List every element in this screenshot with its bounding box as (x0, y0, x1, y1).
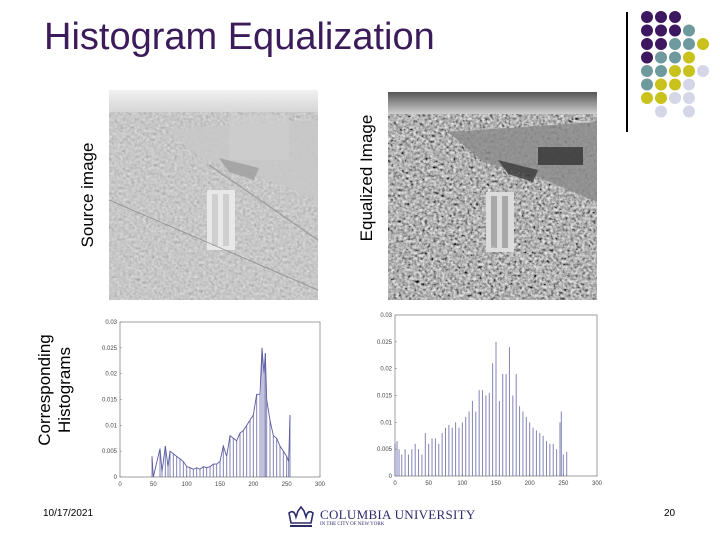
decorative-dot (683, 92, 695, 104)
decorative-dot (683, 51, 695, 64)
histograms-label-line1: Corresponding (35, 334, 54, 446)
equalized-histogram-chart: 0 50 100 150 200 250 300 0 0.005 0.01 0.015 0.02 0.0… (377, 313, 603, 487)
y-tick-label: 0.025 (102, 346, 118, 352)
y-tick-label: 0.03 (380, 313, 392, 319)
decorative-dot (641, 65, 653, 77)
source-image-label: Source image (78, 142, 97, 248)
logo-text: COLUMBIA UNIVERSITY (320, 507, 476, 522)
x-tick-label: 50 (425, 481, 432, 487)
y-tick-label: 0.015 (102, 398, 118, 404)
decorative-dot (683, 24, 695, 37)
histograms-label-line2: Histograms (55, 347, 74, 433)
crown-icon (288, 505, 314, 527)
decorative-dot (683, 65, 695, 77)
x-tick-label: 300 (592, 481, 603, 487)
decorative-dot (655, 11, 667, 23)
decorative-dot (669, 24, 681, 37)
x-tick-label: 150 (491, 481, 502, 487)
decorative-dot (697, 65, 709, 77)
decorative-dot (683, 78, 695, 91)
histogram-line (151, 347, 291, 478)
x-tick-label: 200 (248, 482, 259, 488)
decorative-dot (669, 78, 681, 91)
plot-area (119, 321, 321, 478)
decorative-dot (655, 65, 667, 77)
x-tick-label: 0 (393, 481, 397, 487)
x-tick-label: 300 (315, 482, 326, 488)
decorative-dot (641, 11, 653, 23)
decorative-dot (669, 92, 681, 104)
x-tick-label: 100 (182, 482, 193, 488)
decorative-dot (655, 78, 667, 91)
slide-title: Histogram Equalization (44, 16, 435, 58)
decorative-dot (655, 51, 667, 64)
decorative-dot (683, 38, 695, 50)
decorative-dot (669, 51, 681, 64)
logo-subtext: IN THE CITY OF NEW YORK (320, 522, 385, 527)
columbia-logo: COLUMBIA UNIVERSITY IN THE CITY OF NEW Y… (286, 505, 475, 531)
y-tick-label: 0.02 (380, 367, 392, 373)
decorative-dot (655, 38, 667, 50)
y-tick-label: 0.03 (105, 320, 117, 326)
x-tick-label: 200 (525, 481, 536, 487)
x-tick-label: 100 (457, 481, 468, 487)
decorative-dot (697, 38, 709, 50)
y-tick-label: 0.015 (377, 394, 393, 400)
equalized-image (388, 92, 597, 300)
x-tick-label: 0 (118, 482, 122, 488)
x-tick-label: 250 (558, 481, 569, 487)
slide-number: 20 (664, 508, 676, 519)
source-image (109, 90, 318, 300)
decorative-dot (655, 24, 667, 37)
source-histogram-chart: 0 50 100 150 200 250 300 0 0.005 0.01 0.015 0.02 0.0… (102, 320, 326, 488)
y-tick-label: 0.005 (377, 447, 393, 453)
decorative-dot (669, 38, 681, 50)
decorative-dot (641, 92, 653, 104)
y-tick-label: 0 (114, 475, 118, 481)
histograms-label: Corresponding Histograms (35, 330, 75, 450)
decorative-dot (669, 65, 681, 77)
y-tick-label: 0.01 (380, 420, 392, 426)
y-tick-label: 0.01 (105, 423, 117, 429)
decorative-dot (641, 24, 653, 37)
decorative-dot (641, 51, 653, 64)
decorative-dot (641, 78, 653, 91)
decorative-dot (669, 11, 681, 23)
x-tick-label: 150 (215, 482, 226, 488)
footer-date: 10/17/2021 (43, 508, 94, 519)
decorative-dot (655, 92, 667, 104)
y-tick-label: 0.025 (377, 340, 393, 346)
decorative-dot (641, 38, 653, 50)
equalized-image-label: Equalized Image (357, 114, 376, 242)
y-tick-label: 0.005 (102, 449, 118, 455)
x-tick-label: 250 (282, 482, 293, 488)
x-tick-label: 50 (150, 482, 157, 488)
decorative-dot (655, 105, 667, 118)
y-tick-label: 0.02 (105, 372, 117, 378)
y-tick-label: 0 (389, 474, 393, 480)
divider-line (626, 12, 628, 132)
decorative-dot (683, 105, 695, 118)
decorative-dot-grid (641, 11, 709, 118)
